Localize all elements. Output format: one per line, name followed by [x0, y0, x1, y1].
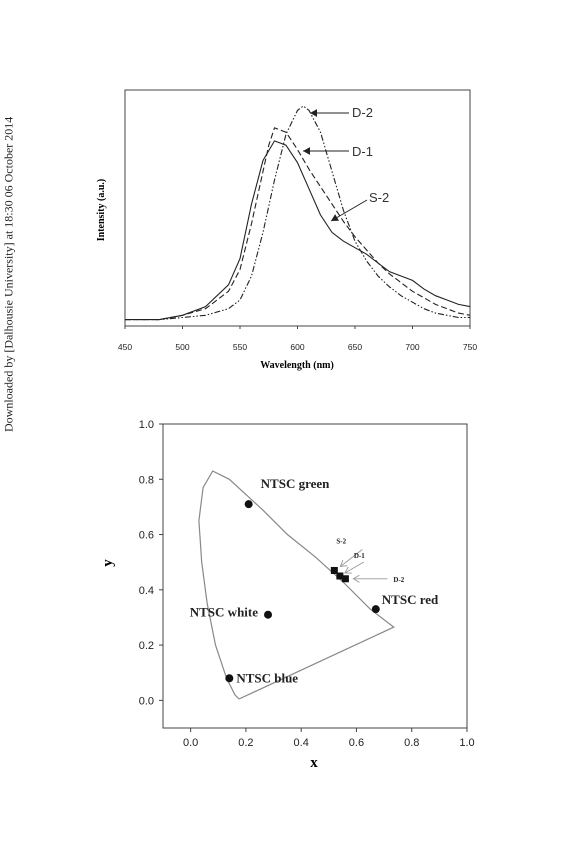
point-label-ntsc-red: NTSC red — [382, 592, 439, 607]
x-axis-label: x — [310, 755, 318, 771]
x-tick-label: 550 — [233, 342, 247, 352]
point-arrowhead-s-2 — [339, 559, 348, 568]
emission-spectra-chart: 450 500 550 600 650 700 750 D-2 D-1 S-2 Waveleng… — [96, 89, 477, 371]
spectral-locus-outline — [198, 470, 395, 700]
series-line-s-2 — [125, 140, 471, 321]
annotation-label-d-2: D-2 — [352, 105, 373, 120]
series-line-d-1 — [125, 127, 471, 321]
annotation-label-s-2: S-2 — [369, 190, 389, 205]
series-line-d-2 — [125, 105, 470, 321]
x-tick-label: 1.0 — [459, 737, 474, 749]
point-label-d-1: D-1 — [354, 552, 365, 560]
y-tick-label: 0.2 — [139, 640, 154, 652]
y-axis-label: y — [100, 559, 116, 567]
x-tick-label: 450 — [118, 342, 132, 352]
point-arrow-s-2 — [340, 549, 363, 567]
annotation-arrowhead-d-1 — [303, 147, 310, 155]
y-tick-label: 0.0 — [139, 695, 154, 707]
point-label-ntsc-white: NTSC white — [190, 605, 258, 620]
x-tick-label: 600 — [290, 342, 304, 352]
plot-frame — [124, 89, 471, 327]
point-marker-ntsc-white — [264, 610, 273, 619]
point-marker-d-2 — [341, 575, 349, 583]
x-tick-label: 0.8 — [404, 737, 419, 749]
point-arrowhead-d-1 — [344, 566, 352, 574]
y-tick-label: 0.8 — [139, 474, 154, 486]
point-marker-d-1 — [336, 572, 344, 580]
plot-frame — [162, 423, 468, 729]
y-tick-label: 1.0 — [139, 419, 154, 431]
y-tick-label: 0.6 — [139, 530, 154, 542]
x-tick-label: 0.2 — [238, 737, 253, 749]
x-tick-label: 0.0 — [183, 737, 198, 749]
y-tick-label: 0.4 — [139, 585, 154, 597]
point-arrow-d-1 — [344, 561, 365, 574]
point-label-s-2: S-2 — [336, 537, 346, 545]
point-marker-s-2 — [330, 566, 338, 574]
x-tick-label: 750 — [463, 342, 477, 352]
annotation-label-d-1: D-1 — [352, 144, 373, 159]
x-tick-label: 0.4 — [294, 737, 309, 749]
annotation-arrowhead-d-2 — [310, 109, 317, 117]
x-tick-label: 650 — [348, 342, 362, 352]
point-label-d-2: D-2 — [393, 576, 404, 584]
x-tick-label: 0.6 — [349, 737, 364, 749]
point-marker-ntsc-green — [244, 500, 253, 509]
x-axis-label: Wavelength (nm) — [260, 360, 334, 371]
point-label-ntsc-green: NTSC green — [261, 476, 331, 491]
x-tick-label: 500 — [175, 342, 189, 352]
annotation-arrowhead-s-2 — [331, 214, 339, 221]
y-axis-label: Intensity (a.u.) — [96, 179, 107, 242]
point-marker-ntsc-blue — [225, 674, 234, 683]
point-marker-ntsc-red — [371, 605, 380, 614]
x-tick-label: 700 — [405, 342, 419, 352]
point-label-ntsc-blue: NTSC blue — [236, 670, 298, 685]
cie-chromaticity-chart: 0.0 0.2 0.4 0.6 0.8 1.0 0.0 0.2 0.4 0.6 0.8 1.0 NTS… — [100, 419, 475, 771]
point-arrowhead-d-2 — [352, 574, 360, 583]
